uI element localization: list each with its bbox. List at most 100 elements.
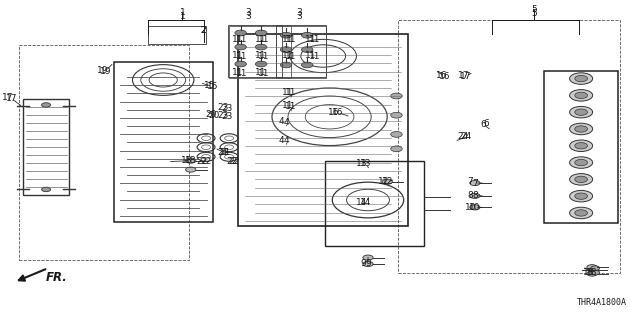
Circle shape xyxy=(390,132,402,137)
Circle shape xyxy=(382,179,392,184)
Circle shape xyxy=(570,157,593,168)
Text: 11: 11 xyxy=(236,52,248,60)
Text: 18: 18 xyxy=(583,268,595,277)
Circle shape xyxy=(390,112,402,118)
Bar xyxy=(276,25,326,77)
Circle shape xyxy=(570,73,593,84)
Text: 3: 3 xyxy=(246,8,251,17)
Bar xyxy=(545,71,618,223)
Circle shape xyxy=(301,47,313,52)
Text: 16: 16 xyxy=(328,108,340,116)
Text: 11: 11 xyxy=(236,35,248,44)
Circle shape xyxy=(575,76,588,82)
Text: 7: 7 xyxy=(472,179,477,188)
Text: 6: 6 xyxy=(481,120,486,129)
Text: 5: 5 xyxy=(532,5,537,14)
Bar xyxy=(398,20,620,273)
Text: 11: 11 xyxy=(309,52,321,60)
Circle shape xyxy=(570,90,593,101)
Circle shape xyxy=(591,266,600,270)
Text: 22: 22 xyxy=(228,157,239,166)
Text: FR.: FR. xyxy=(46,271,68,284)
Circle shape xyxy=(186,158,196,163)
Text: 7: 7 xyxy=(468,177,473,186)
Text: 17: 17 xyxy=(2,93,13,102)
Text: 11: 11 xyxy=(232,68,244,77)
Text: 5: 5 xyxy=(532,9,537,18)
Text: 12: 12 xyxy=(381,177,393,186)
Text: 11: 11 xyxy=(305,35,317,44)
Text: 11: 11 xyxy=(258,69,269,78)
Bar xyxy=(114,62,212,222)
Text: 15: 15 xyxy=(204,81,216,90)
Text: 21: 21 xyxy=(217,148,228,157)
Text: 1: 1 xyxy=(180,12,185,21)
Text: 2: 2 xyxy=(201,26,206,35)
Bar xyxy=(239,34,408,226)
Text: 22: 22 xyxy=(196,157,208,166)
Circle shape xyxy=(570,140,593,152)
Text: 14: 14 xyxy=(356,198,367,207)
Text: 11: 11 xyxy=(282,51,294,60)
Bar xyxy=(324,161,424,246)
Bar xyxy=(19,45,189,260)
Text: 8: 8 xyxy=(468,191,473,200)
Circle shape xyxy=(255,30,267,36)
Bar xyxy=(276,26,326,78)
Circle shape xyxy=(570,207,593,219)
Circle shape xyxy=(235,30,246,36)
Circle shape xyxy=(42,103,51,107)
Circle shape xyxy=(575,193,588,199)
Circle shape xyxy=(390,146,402,152)
Text: 10: 10 xyxy=(465,203,476,212)
Text: 17: 17 xyxy=(6,94,17,103)
Circle shape xyxy=(570,173,593,185)
Circle shape xyxy=(301,32,313,38)
Circle shape xyxy=(591,270,600,275)
Text: 4: 4 xyxy=(284,136,289,145)
Text: 22: 22 xyxy=(200,157,212,166)
Circle shape xyxy=(570,190,593,202)
Circle shape xyxy=(390,93,402,99)
Circle shape xyxy=(235,61,246,67)
Text: 11: 11 xyxy=(285,88,297,97)
Text: 11: 11 xyxy=(255,51,267,60)
Circle shape xyxy=(587,265,597,270)
Text: 11: 11 xyxy=(255,68,267,77)
Text: 17: 17 xyxy=(460,72,472,81)
Text: 13: 13 xyxy=(356,159,367,168)
Text: 6: 6 xyxy=(484,119,489,128)
Circle shape xyxy=(575,143,588,149)
Circle shape xyxy=(235,44,246,50)
Circle shape xyxy=(363,261,373,267)
Text: 11: 11 xyxy=(285,52,297,60)
Circle shape xyxy=(186,167,196,172)
Circle shape xyxy=(280,47,292,52)
Text: 16: 16 xyxy=(439,72,451,81)
Text: 20: 20 xyxy=(209,111,220,120)
Bar xyxy=(228,25,282,77)
Text: 11: 11 xyxy=(258,35,269,44)
Circle shape xyxy=(570,107,593,118)
Text: 20: 20 xyxy=(205,110,217,119)
Circle shape xyxy=(575,176,588,182)
Text: 4: 4 xyxy=(279,136,284,145)
Text: 14: 14 xyxy=(360,198,372,207)
Text: 11: 11 xyxy=(282,88,294,97)
Text: 11: 11 xyxy=(305,51,317,60)
Circle shape xyxy=(470,205,480,210)
Text: 19: 19 xyxy=(100,67,111,76)
Text: 11: 11 xyxy=(236,69,248,78)
Text: 11: 11 xyxy=(258,52,269,60)
Text: 11: 11 xyxy=(232,35,244,44)
Circle shape xyxy=(570,123,593,135)
Text: 23: 23 xyxy=(218,103,229,112)
Text: 23: 23 xyxy=(221,112,233,121)
Text: 4: 4 xyxy=(284,118,289,127)
Circle shape xyxy=(255,44,267,50)
Text: 9: 9 xyxy=(365,260,371,268)
Text: 9: 9 xyxy=(361,260,366,268)
Text: 17: 17 xyxy=(458,71,469,80)
Text: 11: 11 xyxy=(255,35,267,44)
Text: 11: 11 xyxy=(232,51,244,60)
